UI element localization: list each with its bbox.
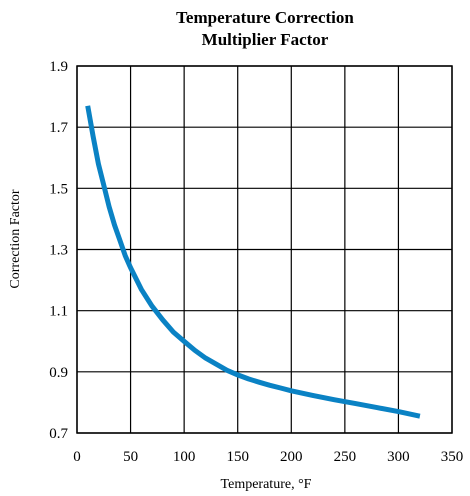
series-line <box>85 105 421 419</box>
y-axis-label: Correction Factor <box>8 189 23 288</box>
gridlines <box>76 65 453 434</box>
x-tick-label: 250 <box>334 449 357 465</box>
y-tick-label: 0.7 <box>49 426 68 442</box>
chart-title-line-2: Multiplier Factor <box>202 30 329 49</box>
chart-title-line-1: Temperature Correction <box>176 8 354 27</box>
y-tick-labels: 0.7 0.9 1.1 1.3 1.5 1.7 1.9 <box>49 59 68 442</box>
x-tick-label: 100 <box>173 449 196 465</box>
x-tick-label: 50 <box>123 449 138 465</box>
x-tick-label: 0 <box>73 449 81 465</box>
y-tick-label: 1.1 <box>49 304 68 320</box>
x-axis-label: Temperature, °F <box>221 477 312 492</box>
x-tick-label: 350 <box>441 449 464 465</box>
x-tick-label: 150 <box>226 449 249 465</box>
y-tick-label: 1.7 <box>49 120 68 136</box>
x-tick-label: 200 <box>280 449 303 465</box>
y-tick-label: 1.5 <box>49 181 68 197</box>
x-tick-labels: 0 50 100 150 200 250 300 350 <box>73 449 463 465</box>
y-tick-label: 1.3 <box>49 243 68 259</box>
y-tick-label: 0.9 <box>49 365 68 381</box>
y-tick-label: 1.9 <box>49 59 68 75</box>
plot-frame <box>76 65 453 434</box>
series-layer <box>85 105 421 419</box>
x-tick-label: 300 <box>387 449 410 465</box>
